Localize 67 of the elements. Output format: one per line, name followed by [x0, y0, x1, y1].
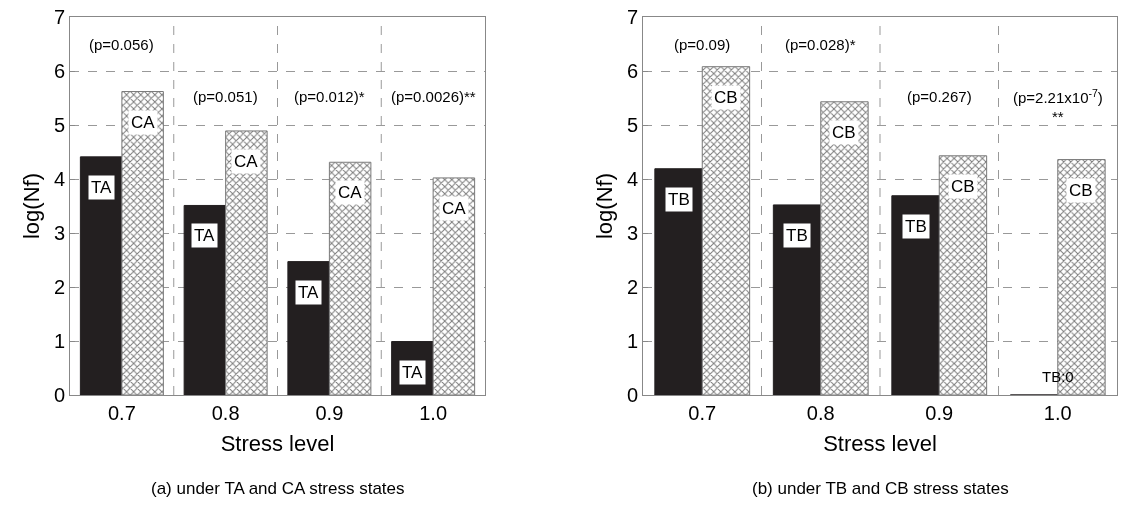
x-tick-label: 0.9 — [315, 402, 344, 424]
y-axis-title: log(Nf) — [18, 172, 44, 240]
bar — [79, 156, 123, 395]
bar — [432, 177, 476, 395]
x-tick-label: 0.8 — [806, 402, 835, 424]
x-tick-label: 0.9 — [925, 402, 954, 424]
x-tick-label: 1.0 — [419, 402, 448, 424]
y-tick-label: 6 — [626, 60, 638, 82]
text: CB — [951, 177, 975, 196]
bar — [772, 204, 822, 395]
y-tick-label: 3 — [53, 222, 65, 244]
annotation: TB:0 — [1042, 368, 1074, 385]
bar — [820, 101, 869, 395]
annotation: (p=0.267) — [907, 88, 972, 105]
annotation: (p=0.0026)** — [391, 88, 476, 105]
x-tick-label: 0.8 — [211, 402, 240, 424]
text: TA — [298, 283, 319, 302]
text: TB — [786, 226, 808, 245]
bar — [183, 204, 227, 395]
y-tick-label: 0 — [626, 384, 638, 406]
text: (a) under TA and CA stress states — [151, 479, 405, 498]
text: TA — [91, 178, 112, 197]
bar — [654, 168, 703, 395]
bar — [328, 161, 372, 395]
bar — [938, 155, 988, 395]
text: CA — [338, 183, 362, 202]
x-tick-label: 0.7 — [107, 402, 136, 424]
text: CA — [442, 199, 466, 218]
bar — [121, 91, 164, 395]
bar — [701, 66, 751, 395]
y-axis-title: log(Nf) — [591, 172, 617, 240]
text: CA — [131, 113, 155, 132]
x-tick-label: 1.0 — [1043, 402, 1072, 424]
text: TB — [905, 217, 927, 236]
y-tick-label: 6 — [53, 60, 65, 82]
annotation: (p=0.09) — [674, 36, 731, 53]
y-tick-label: 5 — [53, 114, 65, 136]
x-axis-title: Stress level — [220, 430, 335, 456]
x-axis-title: Stress level — [823, 430, 937, 456]
x-tick-label: 0.7 — [688, 402, 717, 424]
text: (b) under TB and CB stress states — [752, 479, 1009, 498]
y-tick-label: 0 — [53, 384, 65, 406]
y-tick-label: 7 — [626, 6, 638, 28]
y-tick-label: 4 — [53, 168, 65, 190]
text: (p=2.21x10$^{-7}$) ** — [1013, 87, 1103, 125]
text: CB — [714, 88, 738, 107]
bar — [225, 130, 268, 395]
bar — [287, 261, 330, 395]
series-label: TB — [668, 190, 690, 209]
series-label: CB — [832, 123, 856, 142]
y-tick-label: 2 — [626, 276, 638, 298]
annotation: (p=0.051) — [193, 88, 258, 105]
annotation: (p=0.028)* — [785, 36, 856, 53]
annotation: (p=0.056) — [89, 36, 154, 53]
y-tick-label: 1 — [53, 330, 65, 352]
series-label: CA — [234, 152, 259, 171]
text: TA — [402, 363, 423, 382]
y-tick-label: 5 — [626, 114, 638, 136]
y-tick-label: 4 — [626, 168, 638, 190]
series-label: TA — [194, 226, 216, 245]
y-tick-label: 2 — [53, 276, 65, 298]
y-tick-label: 3 — [626, 222, 638, 244]
annotation: (p=0.012)* — [294, 88, 365, 105]
bar — [891, 195, 940, 395]
y-tick-label: 1 — [626, 330, 638, 352]
text: CB — [1069, 181, 1093, 200]
y-tick-label: 7 — [53, 6, 65, 28]
